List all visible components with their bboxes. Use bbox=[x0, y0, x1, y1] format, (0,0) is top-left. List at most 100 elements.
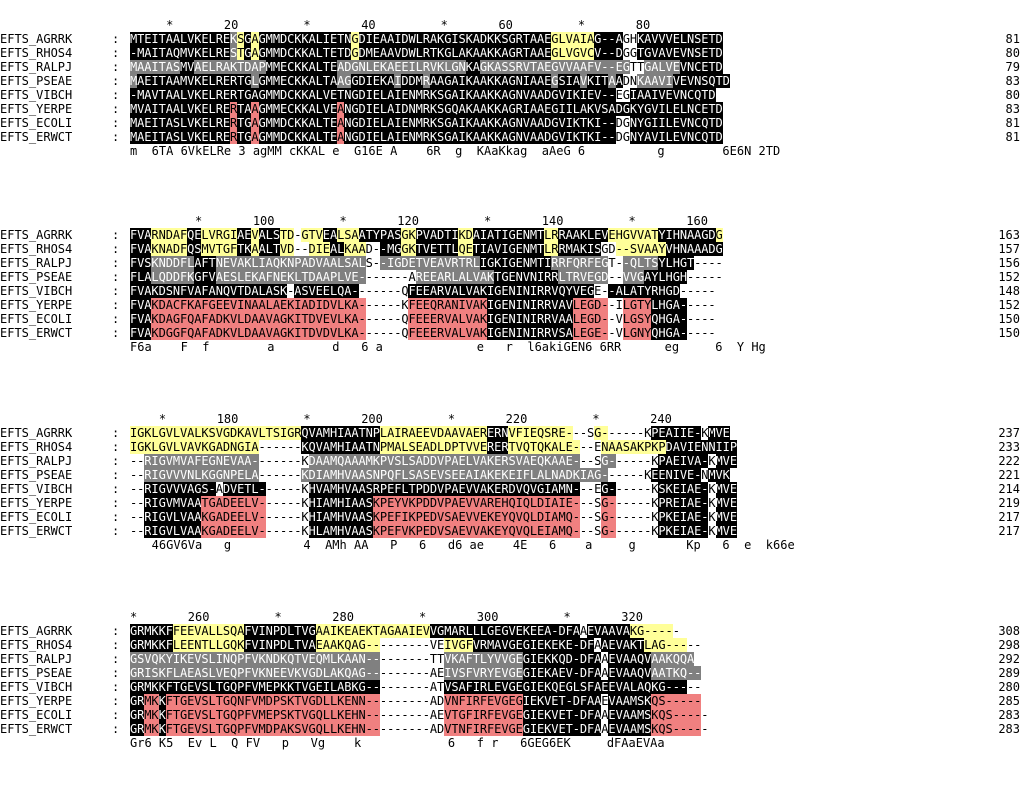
end-position: 80 bbox=[1005, 88, 1020, 102]
sequence-row: EFTS_VIBCH: -MAVTAALVKELRERTGAGMMDCKKALVE… bbox=[0, 88, 1020, 102]
end-position: 79 bbox=[1005, 60, 1020, 74]
separator: : bbox=[112, 524, 120, 538]
sequence-row: EFTS_VIBCH: GRMKKFTGEVSLTGQPFVMEPKKTVGEIL… bbox=[0, 680, 1020, 694]
consensus-line: F6a F f a d 6 a e r l6akiGEN6 6RR eg 6 Y… bbox=[130, 340, 766, 354]
separator: : bbox=[112, 440, 120, 454]
sequence-name: EFTS_ECOLI bbox=[0, 708, 73, 722]
sequence-row: EFTS_AGRRK: MTEITAALVKELREKSGAGMMDCKKALIE… bbox=[0, 32, 1020, 46]
sequence-row: EFTS_RALPJ: --RIGVMVAFEGNEVAA-------KDAAM… bbox=[0, 454, 1020, 468]
separator: : bbox=[112, 270, 120, 284]
end-position: 81 bbox=[1005, 130, 1020, 144]
residues: -MAITAQMVKELRESTGAGMMDCKKALTETDGDMEAAVDW… bbox=[130, 46, 723, 60]
residues: MTEITAALVKELREKSGAGMMDCKKALIETNGDIEAAIDW… bbox=[130, 32, 723, 46]
sequence-row: EFTS_ERWCT: FVAKDGGFQAFADKVLDAAVAGKITDVDV… bbox=[0, 326, 1020, 340]
sequence-row: EFTS_RHOS4: FVAKNADFQSMVTGFTKAALTVD--DIEA… bbox=[0, 242, 1020, 256]
end-position: 152 bbox=[998, 270, 1020, 284]
separator: : bbox=[112, 256, 120, 270]
residues: MAEITAAMVKELRERTGLGMMECKKALTAAGGDIEKAIDD… bbox=[130, 74, 730, 88]
sequence-name: EFTS_RALPJ bbox=[0, 652, 73, 666]
end-position: 80 bbox=[1005, 46, 1020, 60]
residues: MAEITASLVKELRERTGAGMMDCKKALTEANGDIELAIEN… bbox=[130, 130, 723, 144]
sequence-row: EFTS_RHOS4: -MAITAQMVKELRESTGAGMMDCKKALTE… bbox=[0, 46, 1020, 60]
sequence-name: EFTS_PSEAE bbox=[0, 666, 73, 680]
sequence-name: EFTS_PSEAE bbox=[0, 270, 73, 284]
end-position: 233 bbox=[998, 440, 1020, 454]
sequence-row: EFTS_ECOLI: --RIGVLVAAKGADEELV------KHIAM… bbox=[0, 510, 1020, 524]
residues: --RIGVLVAAKGADEELV------KHIAMHVAASKPEFIK… bbox=[130, 510, 738, 524]
sequence-name: EFTS_AGRRK bbox=[0, 32, 73, 46]
separator: : bbox=[112, 116, 120, 130]
position-ruler: * 20 * 40 * 60 * 80 bbox=[130, 18, 651, 32]
residues: MAAITASMVAELRAKTDAPMMECKKALTEADGNLEKAEEI… bbox=[130, 60, 723, 74]
residues: --RIGVMVAATGADEELV------KHIAMHIAASKPEYVK… bbox=[130, 496, 738, 510]
separator: : bbox=[112, 496, 120, 510]
end-position: 217 bbox=[998, 510, 1020, 524]
separator: : bbox=[112, 666, 120, 680]
sequence-row: EFTS_VIBCH: FVAKDSNFVAFANQVTDALASK-ASVEEL… bbox=[0, 284, 1020, 298]
end-position: 217 bbox=[998, 524, 1020, 538]
sequence-name: EFTS_RALPJ bbox=[0, 454, 73, 468]
residues: MVAITAALVKELRERTAAGMMECKKALVEANGDIELAIDN… bbox=[130, 102, 723, 116]
sequence-name: EFTS_AGRRK bbox=[0, 426, 73, 440]
sequence-name: EFTS_PSEAE bbox=[0, 468, 73, 482]
separator: : bbox=[112, 708, 120, 722]
sequence-row: EFTS_ECOLI: MAEITASLVKELRERTGAGMMDCKKALTE… bbox=[0, 116, 1020, 130]
end-position: 237 bbox=[998, 426, 1020, 440]
end-position: 83 bbox=[1005, 74, 1020, 88]
sequence-row: EFTS_YERPE: --RIGVMVAATGADEELV------KHIAM… bbox=[0, 496, 1020, 510]
sequence-row: EFTS_AGRRK: GRMKKFFEEVALLSQAFVINPDLTVGAAI… bbox=[0, 624, 1020, 638]
sequence-name: EFTS_RHOS4 bbox=[0, 638, 73, 652]
sequence-row: EFTS_ERWCT: MAEITASLVKELRERTGAGMMDCKKALTE… bbox=[0, 130, 1020, 144]
sequence-name: EFTS_ERWCT bbox=[0, 524, 73, 538]
position-ruler: * 180 * 200 * 220 * 240 bbox=[130, 412, 672, 426]
residues: GRMKKFTGEVSLTGQNFVMDPSKTVGDLLKENN-------… bbox=[130, 694, 702, 708]
sequence-row: EFTS_PSEAE: MAEITAAMVKELRERTGLGMMECKKALTA… bbox=[0, 74, 1020, 88]
residues: -MAVTAALVKELRERTGAGMMDCKKALVETNGDIELAIEN… bbox=[130, 88, 716, 102]
sequence-row: EFTS_PSEAE: --RIGVVVNLKGGNPELA------KDIAM… bbox=[0, 468, 1020, 482]
end-position: 148 bbox=[998, 284, 1020, 298]
sequence-row: EFTS_RHOS4: GRMKKFLEENTLLGQKFVINPDLTVAEAA… bbox=[0, 638, 1020, 652]
end-position: 150 bbox=[998, 326, 1020, 340]
sequence-name: EFTS_RALPJ bbox=[0, 60, 73, 74]
sequence-row: EFTS_YERPE: MVAITAALVKELRERTAAGMMECKKALVE… bbox=[0, 102, 1020, 116]
separator: : bbox=[112, 454, 120, 468]
separator: : bbox=[112, 624, 120, 638]
separator: : bbox=[112, 130, 120, 144]
end-position: 219 bbox=[998, 496, 1020, 510]
sequence-name: EFTS_ERWCT bbox=[0, 722, 73, 736]
end-position: 221 bbox=[998, 468, 1020, 482]
separator: : bbox=[112, 228, 120, 242]
sequence-name: EFTS_RHOS4 bbox=[0, 46, 73, 60]
sequence-name: EFTS_ECOLI bbox=[0, 116, 73, 130]
sequence-name: EFTS_AGRRK bbox=[0, 624, 73, 638]
consensus-line: Gr6 K5 Ev L Q FV p Vg k 6 f r 6GEG6EK dF… bbox=[130, 736, 665, 750]
sequence-row: EFTS_RALPJ: GSVQKYIKEVSLINQPFVKNDKQTVEQML… bbox=[0, 652, 1020, 666]
separator: : bbox=[112, 60, 120, 74]
end-position: 289 bbox=[998, 666, 1020, 680]
sequence-name: EFTS_ERWCT bbox=[0, 326, 73, 340]
position-ruler: * 100 * 120 * 140 * 160 bbox=[130, 214, 708, 228]
sequence-row: EFTS_RALPJ: MAAITASMVAELRAKTDAPMMECKKALTE… bbox=[0, 60, 1020, 74]
residues: FVAKDACFKAFGEEVINAALAEKIADIDVLKA------KF… bbox=[130, 298, 716, 312]
end-position: 222 bbox=[998, 454, 1020, 468]
end-position: 283 bbox=[998, 722, 1020, 736]
separator: : bbox=[112, 722, 120, 736]
residues: GRISKFLAEASLVEQPFVKNEEVKVGDLAKQAG-------… bbox=[130, 666, 702, 680]
separator: : bbox=[112, 652, 120, 666]
sequence-name: EFTS_PSEAE bbox=[0, 74, 73, 88]
sequence-name: EFTS_YERPE bbox=[0, 496, 73, 510]
separator: : bbox=[112, 102, 120, 116]
sequence-row: EFTS_PSEAE: GRISKFLAEASLVEQPFVKNEEVKVGDLA… bbox=[0, 666, 1020, 680]
residues: FVARNDAFQELVRGIAEVALSTD-GTVEALSAATYPASGK… bbox=[130, 228, 723, 242]
residues: GSVQKYIKEVSLINQPFVKNDKQTVEQMLKAAN-------… bbox=[130, 652, 695, 666]
sequence-name: EFTS_AGRRK bbox=[0, 228, 73, 242]
sequence-name: EFTS_YERPE bbox=[0, 298, 73, 312]
sequence-row: EFTS_AGRRK: IGKLGVLVALKSVGDKAVLTSIGRQVAMH… bbox=[0, 426, 1020, 440]
separator: : bbox=[112, 482, 120, 496]
sequence-row: EFTS_ECOLI: GRMKKFTGEVSLTGQPFVMEPSKTVGQLL… bbox=[0, 708, 1020, 722]
end-position: 285 bbox=[998, 694, 1020, 708]
sequence-row: EFTS_YERPE: GRMKKFTGEVSLTGQNFVMDPSKTVGDLL… bbox=[0, 694, 1020, 708]
separator: : bbox=[112, 468, 120, 482]
residues: --RIGVMVAFEGNEVAA-------KDAAMQAAAMKPVSLS… bbox=[130, 454, 738, 468]
residues: GRMKKFFEEVALLSQAFVINPDLTVGAAIKEAEKTAGAAI… bbox=[130, 624, 680, 638]
